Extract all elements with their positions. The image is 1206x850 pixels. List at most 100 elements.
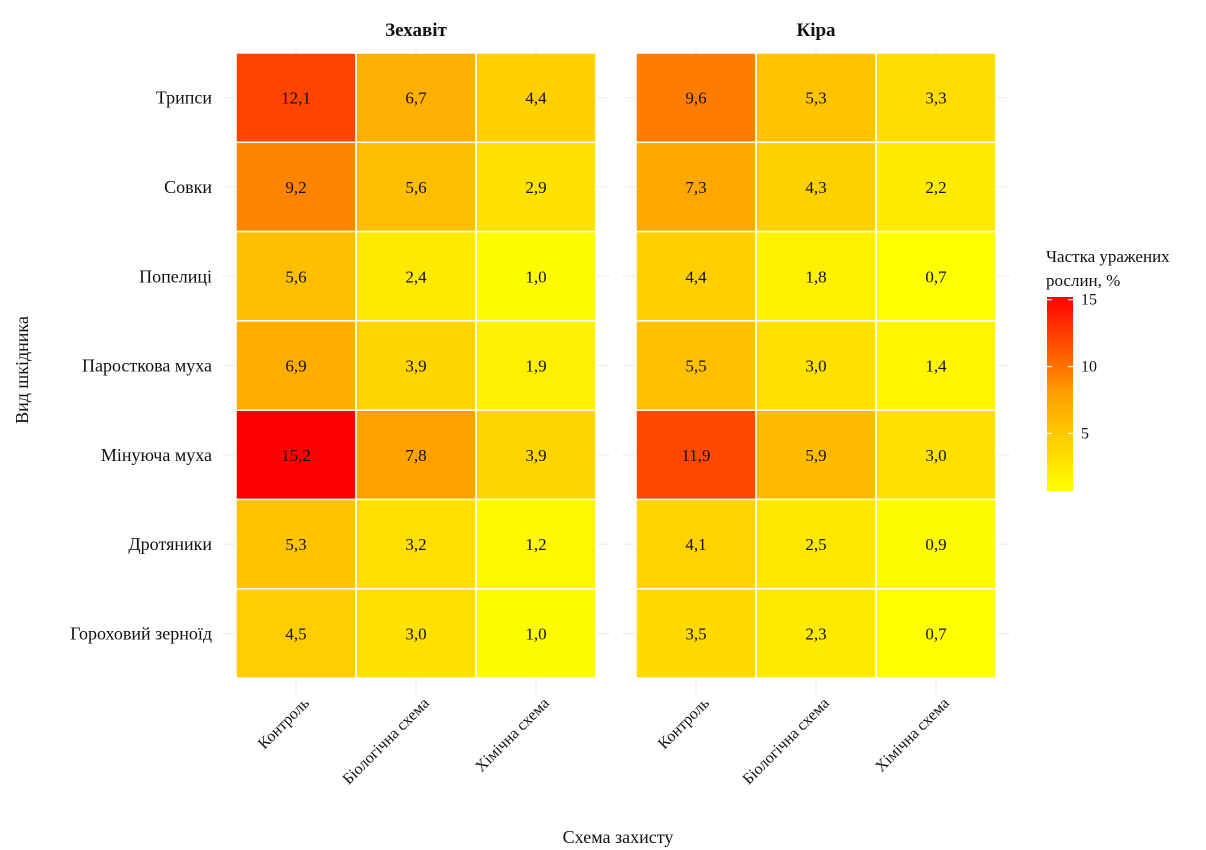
heatmap-cell <box>355 141 477 233</box>
cell-value-label: 7,8 <box>405 446 426 465</box>
y-axis-tick-labels: Трипси Совки Попелиці Паросткова муха Мінуюч… <box>70 88 212 644</box>
heatmap-cell <box>755 498 877 590</box>
cell-value-label: 3,9 <box>405 357 426 376</box>
heatmap-cell <box>635 230 757 322</box>
heatmap-cell <box>475 230 597 322</box>
cell-value-label: 0,7 <box>925 267 947 286</box>
cell-value-label: 1,2 <box>525 535 546 554</box>
x-tick-label: Біологічна схема <box>740 695 833 788</box>
panel-1: Кіра 9,6 5,3 3,3 7,3 4,3 2,2 4,4 1,8 0,7 5,5 3,0 1,4… <box>622 20 1010 693</box>
heatmap-cell <box>755 230 877 322</box>
heatmap-cell <box>635 141 757 233</box>
heatmap-cell <box>875 141 997 233</box>
cell-value-label: 1,9 <box>525 357 546 376</box>
cell-value-label: 2,3 <box>805 624 826 643</box>
heatmap-cell <box>475 320 597 411</box>
panel-title: Кіра <box>796 20 836 41</box>
cell-value-label: 5,6 <box>405 178 426 197</box>
heatmap-cell <box>875 498 997 590</box>
x-tick-label: Хімічна схема <box>472 695 553 776</box>
heatmap-cell <box>235 409 357 501</box>
legend-tick-label: 5 <box>1081 425 1089 442</box>
x-tick-label: Хімічна схема <box>872 695 953 776</box>
cell-value-label: 3,5 <box>685 624 706 643</box>
cell-value-label: 3,3 <box>925 89 946 108</box>
cell-value-label: 5,6 <box>285 267 306 286</box>
legend-color-bar <box>1047 297 1073 491</box>
cell-value-label: 4,3 <box>805 178 826 197</box>
y-tick-label: Мінуюча муха <box>101 445 212 465</box>
x-axis-tick-labels: Контроль Біологічна схема Хімічна схема Кон… <box>255 695 953 788</box>
cell-value-label: 1,4 <box>925 357 947 376</box>
x-tick-label: Контроль <box>655 695 713 753</box>
heatmap-cell <box>635 320 757 411</box>
y-tick-label: Дротяники <box>128 534 212 554</box>
heatmap-cell <box>475 498 597 590</box>
heatmap-cell <box>235 141 357 233</box>
heatmap-cell <box>235 498 357 590</box>
heatmap-panels: Зехавіт 12,1 6,7 4,4 9,2 5,6 2,9 5,6 2,4 1,0 6,9 3,… <box>222 20 1010 693</box>
y-tick-label: Попелиці <box>139 266 212 286</box>
legend-ticks: 5 10 15 <box>1047 292 1097 442</box>
heatmap-cell <box>635 409 757 501</box>
y-tick-label: Совки <box>164 177 212 197</box>
cell-value-label: 12,1 <box>281 89 311 108</box>
panel-title: Зехавіт <box>385 20 447 41</box>
heatmap-cell <box>875 52 997 144</box>
heatmap-cell <box>235 588 357 679</box>
cell-value-label: 3,0 <box>405 624 426 643</box>
cell-value-label: 6,9 <box>285 357 306 376</box>
cell-value-label: 4,4 <box>685 267 707 286</box>
y-tick-label: Трипси <box>156 88 213 108</box>
legend-tick-label: 10 <box>1081 359 1097 376</box>
heatmap-cell <box>355 230 477 322</box>
legend-tick-label: 15 <box>1081 292 1097 309</box>
heatmap-cell <box>875 588 997 679</box>
cell-value-label: 1,0 <box>525 624 546 643</box>
heatmap-cell <box>355 320 477 411</box>
heatmap-cell <box>875 230 997 322</box>
cell-value-label: 5,3 <box>285 535 306 554</box>
x-axis-title: Схема захисту <box>563 827 674 847</box>
legend-title-line2: рослин, % <box>1046 271 1120 290</box>
heatmap-cell <box>355 52 477 144</box>
heatmap-cell <box>755 588 877 679</box>
cell-value-label: 3,0 <box>925 446 946 465</box>
cell-value-label: 15,2 <box>281 446 311 465</box>
cell-value-label: 5,5 <box>685 357 706 376</box>
cell-value-label: 3,2 <box>405 535 426 554</box>
legend-title-line1: Частка уражених <box>1046 247 1170 266</box>
heatmap-cell <box>355 588 477 679</box>
cell-value-label: 2,9 <box>525 178 546 197</box>
x-tick-label: Контроль <box>255 695 313 753</box>
cell-value-label: 9,6 <box>685 89 706 108</box>
y-tick-label: Гороховий зерноїд <box>70 623 212 643</box>
cell-value-label: 5,3 <box>805 89 826 108</box>
cell-value-label: 4,1 <box>685 535 706 554</box>
x-tick-label: Біологічна схема <box>340 695 433 788</box>
cell-value-label: 4,4 <box>525 89 547 108</box>
cell-value-label: 2,2 <box>925 178 946 197</box>
heatmap-cell <box>355 409 477 501</box>
heatmap-cell <box>635 588 757 679</box>
cell-value-label: 0,9 <box>925 535 946 554</box>
cell-value-label: 1,8 <box>805 267 826 286</box>
cell-value-label: 0,7 <box>925 624 947 643</box>
cell-value-label: 9,2 <box>285 178 306 197</box>
y-axis-title: Вид шкідника <box>12 316 32 424</box>
heatmap-cell <box>475 409 597 501</box>
y-tick-label: Паросткова муха <box>82 356 212 376</box>
heatmap-cell <box>875 409 997 501</box>
cell-value-label: 11,9 <box>681 446 710 465</box>
cell-value-label: 2,4 <box>405 267 427 286</box>
panel-0: Зехавіт 12,1 6,7 4,4 9,2 5,6 2,9 5,6 2,4 1,0 6,9 3,… <box>222 20 610 693</box>
cell-value-label: 1,0 <box>525 267 546 286</box>
heatmap-cell <box>475 141 597 233</box>
cell-value-label: 4,5 <box>285 624 306 643</box>
cell-value-label: 5,9 <box>805 446 826 465</box>
cell-value-label: 2,5 <box>805 535 826 554</box>
cell-value-label: 7,3 <box>685 178 706 197</box>
heatmap-cell <box>875 320 997 411</box>
heatmap-cell <box>235 320 357 411</box>
